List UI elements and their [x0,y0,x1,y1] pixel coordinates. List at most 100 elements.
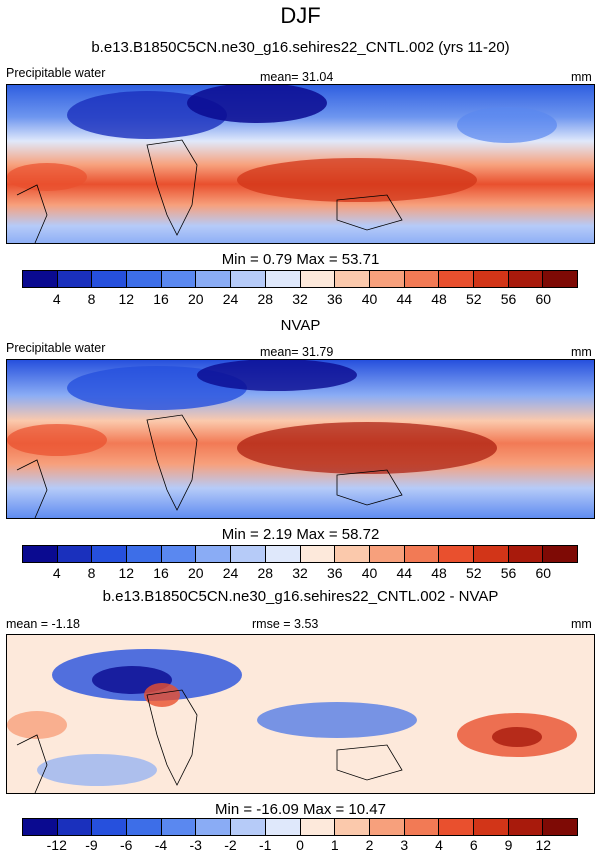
colorbar-tick-label: 12 [535,837,552,853]
colorbar-tick-label: 16 [153,291,169,307]
colorbar-swatch [404,546,440,562]
colorbar-swatch [335,546,370,562]
panel3-colorbar-ticks: -12 -9 -6 -4 -3 -2 -1 0 1 2 3 4 6 9 12 [22,837,578,855]
sahara-dry [457,107,557,143]
africa-coast [146,689,198,786]
colorbar-swatch [404,819,440,835]
colorbar-swatch [231,819,266,835]
colorbar-tick-label: -12 [46,837,67,853]
colorbar-swatch [127,546,162,562]
panel2-left-label: Precipitable water [6,341,106,355]
colorbar-swatch [23,271,58,287]
colorbar-swatch [300,271,336,287]
south-pacific-positive-core [492,727,542,747]
south-america-coast [16,184,48,243]
colorbar-swatch [265,819,301,835]
colorbar-swatch [335,819,370,835]
panel1-map [6,84,595,244]
colorbar-swatch [196,546,232,562]
panel3-left-label: mean = -1.18 [6,617,81,631]
panel1-units-label: mm [571,70,592,84]
colorbar-swatch [508,271,544,287]
colorbar-tick-label: 6 [469,837,478,853]
asia-dry [197,360,357,391]
colorbar-tick-label: 48 [431,291,447,307]
colorbar-swatch [92,271,128,287]
panel2-stats: Min = 2.19 Max = 58.72 [221,526,380,543]
panel2-colorbar [22,545,578,563]
colorbar-swatch [543,271,577,287]
colorbar-tick-label: 32 [292,291,308,307]
panel1-title: b.e13.B1850C5CN.ne30_g16.sehires22_CNTL.… [91,39,510,56]
colorbar-tick-label: -6 [120,837,133,853]
south-atlantic-negative [37,754,157,786]
panel2-title: NVAP [280,317,321,334]
colorbar-tick-label: -2 [224,837,237,853]
colorbar-swatch [473,819,509,835]
colorbar-tick-label: 24 [222,565,239,581]
colorbar-swatch [404,271,440,287]
colorbar-tick-label: 20 [187,291,204,307]
africa-coast [146,139,198,236]
colorbar-tick-label: 44 [396,291,413,307]
panel2-mean-label: mean= 31.79 [260,345,334,359]
colorbar-swatch [127,271,162,287]
colorbar-tick-label: 56 [500,565,517,581]
colorbar-tick-label: 4 [52,565,61,581]
colorbar-tick-label: -3 [189,837,202,853]
colorbar-tick-label: 44 [396,565,413,581]
colorbar-swatch [369,271,405,287]
colorbar-swatch [369,819,405,835]
panel2-map-svg [7,360,594,518]
colorbar-tick-label: 36 [326,291,343,307]
south-america-coast [16,734,48,793]
colorbar-swatch [127,819,162,835]
panel3-colorbar [22,818,578,836]
colorbar-tick-label: 20 [187,565,204,581]
panel1-map-svg [7,85,594,243]
colorbar-swatch [265,546,301,562]
colorbar-swatch [508,819,544,835]
colorbar-tick-label: 36 [326,565,343,581]
colorbar-swatch [473,546,509,562]
panel1-left-label: Precipitable water [6,66,106,80]
australia-coast [336,744,403,781]
colorbar-swatch [543,546,577,562]
south-america-coast [16,459,48,518]
panel3-rmse-label: rmse = 3.53 [252,617,319,631]
colorbar-swatch [196,819,232,835]
colorbar-swatch [300,819,336,835]
colorbar-swatch [231,271,266,287]
panel2-units-label: mm [571,345,592,359]
colorbar-tick-label: 12 [118,565,135,581]
indo-pacific-warm [237,158,477,202]
colorbar-tick-label: 8 [87,565,96,581]
colorbar-swatch [439,271,474,287]
panel3-map-svg [7,635,594,793]
colorbar-swatch [231,546,266,562]
figure-title: DJF [280,3,321,28]
atlantic-warm [7,424,107,456]
colorbar-swatch [473,271,509,287]
panel2-colorbar-ticks: 4 8 12 16 20 24 28 32 36 40 44 48 52 56 60 [22,565,578,583]
panel2-map [6,359,595,519]
colorbar-tick-label: 32 [292,565,308,581]
colorbar-tick-label: 16 [153,565,169,581]
africa-coast [146,414,198,511]
colorbar-swatch [57,271,93,287]
panel1-stats: Min = 0.79 Max = 53.71 [221,251,380,268]
colorbar-swatch [161,271,197,287]
colorbar-swatch [92,546,128,562]
panel3-units-label: mm [571,617,592,631]
colorbar-swatch [92,819,128,835]
asia-dry [187,85,327,123]
colorbar-swatch [439,546,474,562]
colorbar-tick-label: 28 [257,565,274,581]
colorbar-swatch [57,819,93,835]
colorbar-tick-label: 1 [330,837,339,853]
colorbar-tick-label: 4 [435,837,443,853]
atlantic-positive [7,711,67,739]
colorbar-tick-label: 52 [465,291,482,307]
colorbar-swatch [23,546,58,562]
colorbar-swatch [508,546,544,562]
